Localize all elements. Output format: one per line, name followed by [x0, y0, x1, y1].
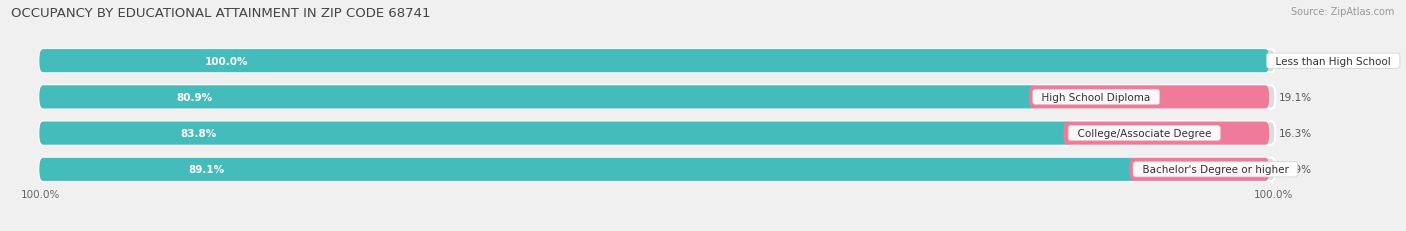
- Text: Bachelor's Degree or higher: Bachelor's Degree or higher: [1136, 165, 1295, 175]
- FancyBboxPatch shape: [39, 86, 1275, 109]
- FancyBboxPatch shape: [39, 86, 1035, 109]
- Text: 16.3%: 16.3%: [1279, 128, 1312, 139]
- Text: 83.8%: 83.8%: [181, 128, 217, 139]
- Text: 100.0%: 100.0%: [21, 189, 60, 199]
- Text: 100.0%: 100.0%: [205, 56, 247, 66]
- Text: College/Associate Degree: College/Associate Degree: [1071, 128, 1218, 139]
- Text: Source: ZipAtlas.com: Source: ZipAtlas.com: [1291, 7, 1395, 17]
- Text: OCCUPANCY BY EDUCATIONAL ATTAINMENT IN ZIP CODE 68741: OCCUPANCY BY EDUCATIONAL ATTAINMENT IN Z…: [11, 7, 430, 20]
- FancyBboxPatch shape: [1029, 86, 1270, 109]
- FancyBboxPatch shape: [1129, 158, 1270, 181]
- Text: 0.0%: 0.0%: [1279, 56, 1305, 66]
- FancyBboxPatch shape: [39, 50, 1275, 73]
- Text: High School Diploma: High School Diploma: [1035, 92, 1157, 103]
- Text: 100.0%: 100.0%: [1254, 189, 1294, 199]
- FancyBboxPatch shape: [39, 122, 1071, 145]
- Text: 80.9%: 80.9%: [177, 92, 212, 103]
- Text: 89.1%: 89.1%: [188, 165, 225, 175]
- Text: 19.1%: 19.1%: [1279, 92, 1312, 103]
- Text: Less than High School: Less than High School: [1270, 56, 1398, 66]
- FancyBboxPatch shape: [39, 50, 1270, 73]
- FancyBboxPatch shape: [39, 158, 1275, 181]
- FancyBboxPatch shape: [39, 122, 1275, 145]
- Text: 10.9%: 10.9%: [1279, 165, 1312, 175]
- FancyBboxPatch shape: [1063, 122, 1270, 145]
- FancyBboxPatch shape: [39, 158, 1136, 181]
